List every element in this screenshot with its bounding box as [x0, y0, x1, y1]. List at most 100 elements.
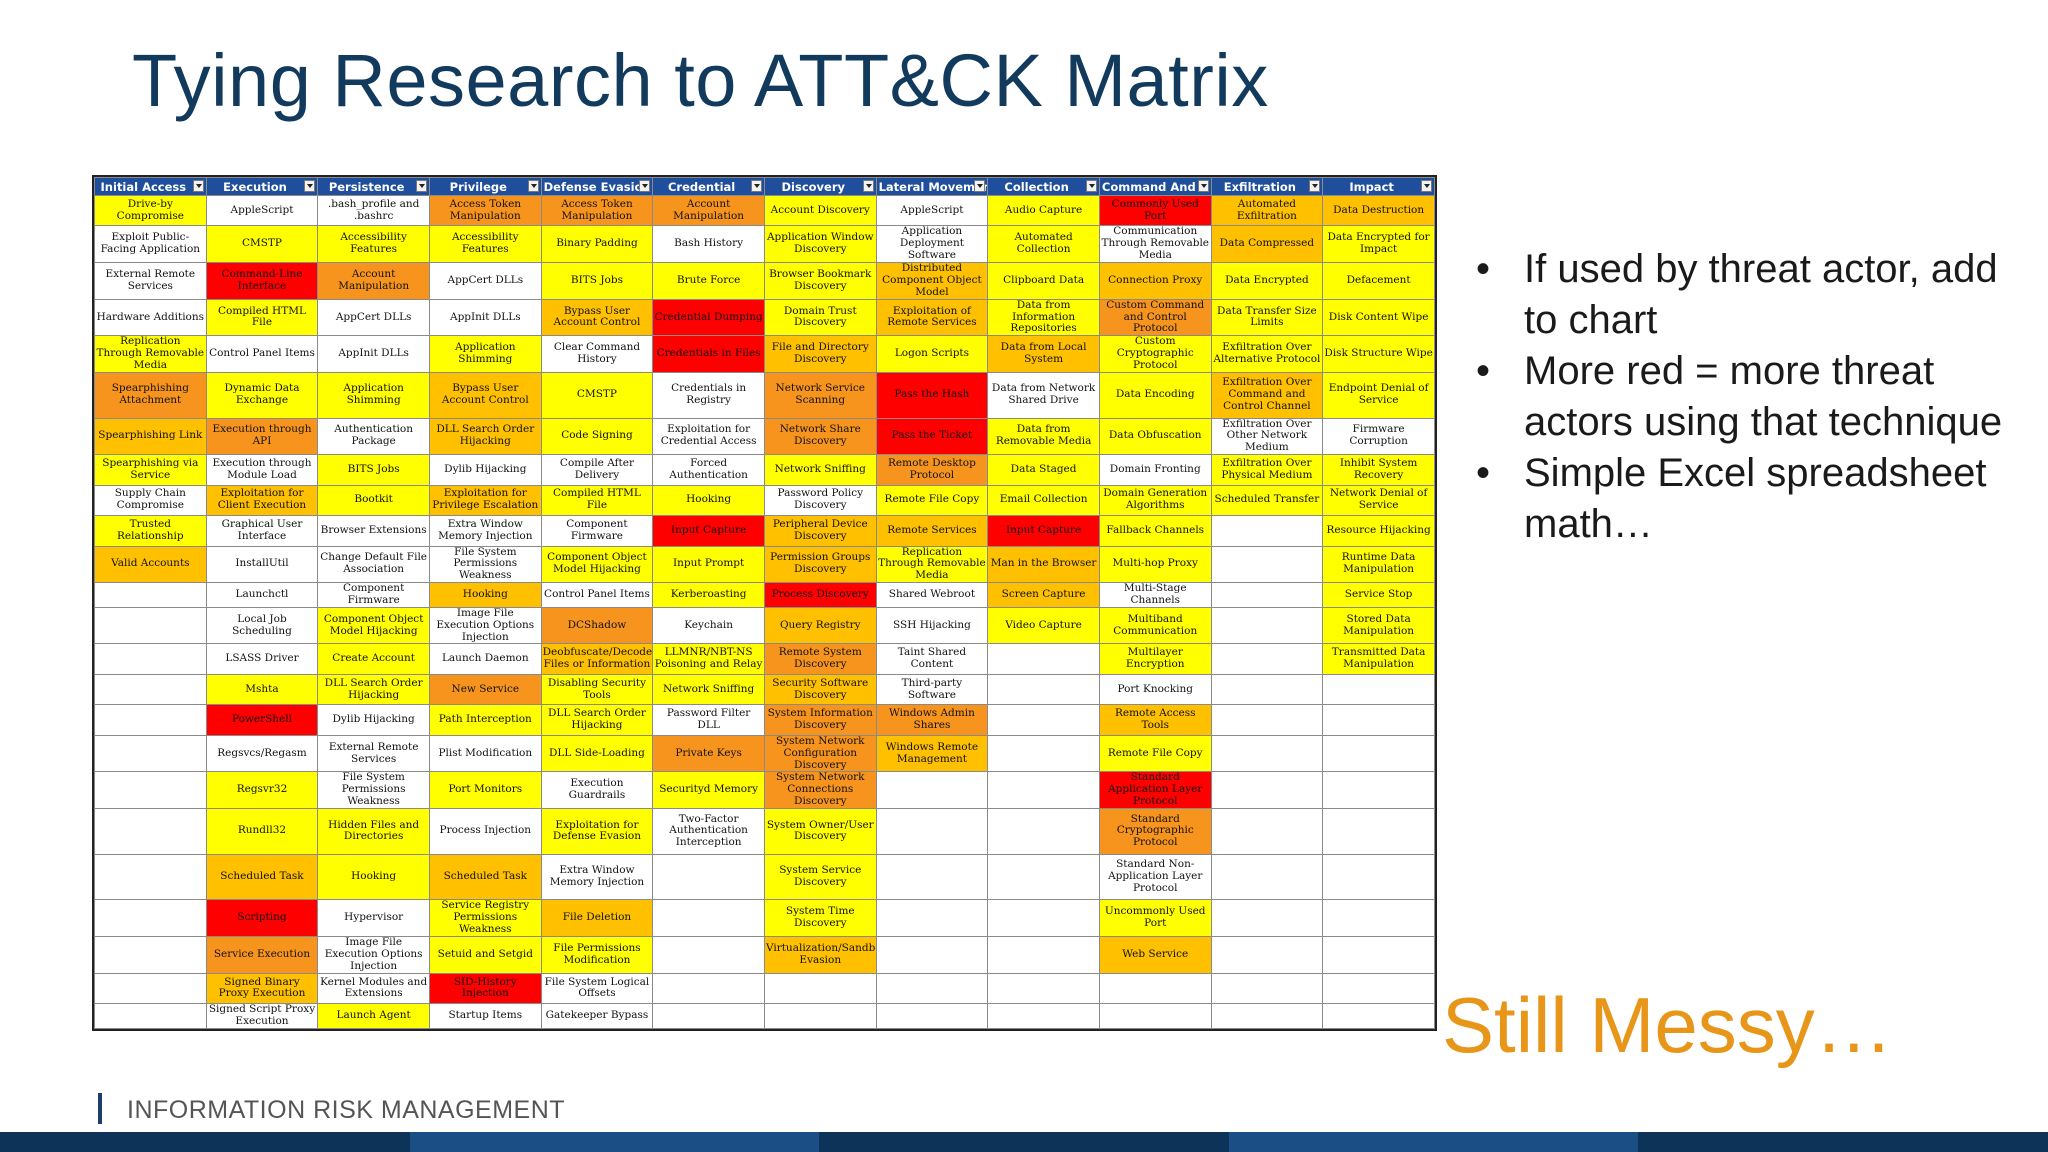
- technique-cell[interactable]: Application Deployment Software: [875, 225, 989, 264]
- technique-cell[interactable]: Clear Command History: [540, 335, 654, 373]
- technique-cell[interactable]: Account Manipulation: [317, 262, 430, 300]
- technique-cell[interactable]: Password Filter DLL: [652, 704, 765, 736]
- technique-cell[interactable]: Windows Admin Shares: [875, 704, 989, 736]
- technique-cell[interactable]: Data Encoding: [1098, 371, 1212, 419]
- technique-cell[interactable]: File and Directory Discovery: [763, 335, 877, 373]
- technique-cell[interactable]: Control Panel Items: [205, 335, 319, 373]
- technique-cell[interactable]: Component Object Model Hijacking: [317, 606, 430, 645]
- technique-cell[interactable]: [987, 673, 1100, 706]
- technique-cell[interactable]: Transmitted Data Manipulation: [1322, 643, 1435, 675]
- filter-dropdown-icon[interactable]: [1309, 180, 1321, 192]
- technique-cell[interactable]: DLL Search Order Hijacking: [540, 704, 654, 736]
- technique-cell[interactable]: Credentials in Files: [652, 335, 765, 373]
- technique-cell[interactable]: [875, 853, 989, 901]
- technique-cell[interactable]: [1210, 936, 1324, 974]
- technique-cell[interactable]: Remote File Copy: [1098, 734, 1212, 773]
- technique-cell[interactable]: [1322, 853, 1435, 901]
- technique-cell[interactable]: Service Stop: [1322, 582, 1435, 608]
- technique-cell[interactable]: External Remote Services: [317, 734, 430, 773]
- technique-cell[interactable]: Virtualization/Sandbox Evasion: [763, 936, 877, 974]
- technique-cell[interactable]: [987, 808, 1100, 855]
- technique-cell[interactable]: Input Prompt: [652, 545, 765, 584]
- technique-cell[interactable]: Data Transfer Size Limits: [1210, 298, 1324, 337]
- technique-cell[interactable]: Disk Structure Wipe: [1322, 335, 1435, 373]
- technique-cell[interactable]: Authentication Package: [317, 417, 430, 456]
- technique-cell[interactable]: Securityd Memory: [652, 771, 765, 810]
- technique-cell[interactable]: [94, 972, 207, 1005]
- technique-cell[interactable]: [875, 771, 989, 810]
- technique-cell[interactable]: [94, 673, 207, 706]
- technique-cell[interactable]: CMSTP: [540, 371, 654, 419]
- technique-cell[interactable]: Man in the Browser: [987, 545, 1100, 584]
- technique-cell[interactable]: Signed Script Proxy Execution: [205, 1003, 319, 1029]
- technique-cell[interactable]: Windows Remote Management: [875, 734, 989, 773]
- technique-cell[interactable]: Account Manipulation: [652, 194, 765, 227]
- technique-cell[interactable]: Hypervisor: [317, 899, 430, 938]
- technique-cell[interactable]: [763, 972, 877, 1005]
- technique-cell[interactable]: [1322, 734, 1435, 773]
- technique-cell[interactable]: Domain Trust Discovery: [763, 298, 877, 337]
- technique-cell[interactable]: Startup Items: [428, 1003, 542, 1029]
- technique-cell[interactable]: Network Denial of Service: [1322, 484, 1435, 517]
- technique-cell[interactable]: Local Job Scheduling: [205, 606, 319, 645]
- technique-cell[interactable]: Bypass User Account Control: [540, 298, 654, 337]
- technique-cell[interactable]: Multiband Communication: [1098, 606, 1212, 645]
- technique-cell[interactable]: Taint Shared Content: [875, 643, 989, 675]
- technique-cell[interactable]: AppCert DLLs: [428, 262, 542, 300]
- technique-cell[interactable]: [94, 1003, 207, 1029]
- technique-cell[interactable]: [652, 853, 765, 901]
- technique-cell[interactable]: [1210, 515, 1324, 547]
- technique-cell[interactable]: [987, 1003, 1100, 1029]
- technique-cell[interactable]: Scheduled Transfer: [1210, 484, 1324, 517]
- technique-cell[interactable]: Replication Through Removable Media: [94, 335, 207, 373]
- technique-cell[interactable]: Scheduled Task: [205, 853, 319, 901]
- technique-cell[interactable]: PowerShell: [205, 704, 319, 736]
- technique-cell[interactable]: Control Panel Items: [540, 582, 654, 608]
- technique-cell[interactable]: DLL Search Order Hijacking: [317, 673, 430, 706]
- technique-cell[interactable]: Remote System Discovery: [763, 643, 877, 675]
- technique-cell[interactable]: Exploitation for Defense Evasion: [540, 808, 654, 855]
- technique-cell[interactable]: Exfiltration Over Physical Medium: [1210, 454, 1324, 486]
- technique-cell[interactable]: Data Obfuscation: [1098, 417, 1212, 456]
- technique-cell[interactable]: [1098, 1003, 1212, 1029]
- technique-cell[interactable]: Data from Removable Media: [987, 417, 1100, 456]
- technique-cell[interactable]: [1210, 643, 1324, 675]
- column-header[interactable]: Lateral Movement: [875, 177, 989, 196]
- technique-cell[interactable]: [652, 936, 765, 974]
- technique-cell[interactable]: Application Window Discovery: [763, 225, 877, 264]
- technique-cell[interactable]: [987, 771, 1100, 810]
- technique-cell[interactable]: [987, 972, 1100, 1005]
- technique-cell[interactable]: Process Injection: [428, 808, 542, 855]
- technique-cell[interactable]: Rundll32: [205, 808, 319, 855]
- technique-cell[interactable]: Two-Factor Authentication Interception: [652, 808, 765, 855]
- filter-dropdown-icon[interactable]: [1197, 180, 1209, 192]
- technique-cell[interactable]: Standard Application Layer Protocol: [1098, 771, 1212, 810]
- technique-cell[interactable]: Data from Network Shared Drive: [987, 371, 1100, 419]
- technique-cell[interactable]: Execution through Module Load: [205, 454, 319, 486]
- technique-cell[interactable]: Extra Window Memory Injection: [540, 853, 654, 901]
- technique-cell[interactable]: Network Service Scanning: [763, 371, 877, 419]
- technique-cell[interactable]: Remote Desktop Protocol: [875, 454, 989, 486]
- technique-cell[interactable]: SSH Hijacking: [875, 606, 989, 645]
- technique-cell[interactable]: Automated Exfiltration: [1210, 194, 1324, 227]
- technique-cell[interactable]: Standard Non-Application Layer Protocol: [1098, 853, 1212, 901]
- technique-cell[interactable]: Network Sniffing: [652, 673, 765, 706]
- technique-cell[interactable]: Spearphishing via Service: [94, 454, 207, 486]
- technique-cell[interactable]: System Information Discovery: [763, 704, 877, 736]
- technique-cell[interactable]: [1322, 936, 1435, 974]
- technique-cell[interactable]: Change Default File Association: [317, 545, 430, 584]
- technique-cell[interactable]: [987, 936, 1100, 974]
- technique-cell[interactable]: Supply Chain Compromise: [94, 484, 207, 517]
- technique-cell[interactable]: File Deletion: [540, 899, 654, 938]
- technique-cell[interactable]: Valid Accounts: [94, 545, 207, 584]
- column-header[interactable]: Command And: [1098, 177, 1212, 196]
- technique-cell[interactable]: Binary Padding: [540, 225, 654, 264]
- technique-cell[interactable]: Shared Webroot: [875, 582, 989, 608]
- technique-cell[interactable]: Plist Modification: [428, 734, 542, 773]
- filter-dropdown-icon[interactable]: [527, 180, 539, 192]
- technique-cell[interactable]: Uncommonly Used Port: [1098, 899, 1212, 938]
- technique-cell[interactable]: Custom Command and Control Protocol: [1098, 298, 1212, 337]
- technique-cell[interactable]: Screen Capture: [987, 582, 1100, 608]
- technique-cell[interactable]: [1210, 771, 1324, 810]
- technique-cell[interactable]: Data from Information Repositories: [987, 298, 1100, 337]
